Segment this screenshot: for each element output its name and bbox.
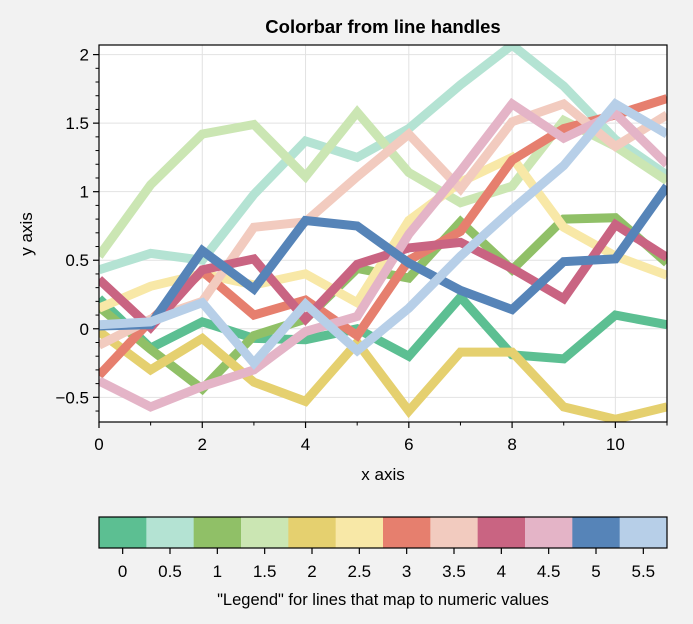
series-lines — [99, 45, 667, 422]
plot-frame — [98, 44, 668, 423]
series-line — [99, 97, 667, 412]
y-tick-label: 1 — [80, 183, 89, 202]
colorbar: 0 0.5 1 1.5 2 2.5 3 3.5 4 4.5 5 5.5 — [98, 516, 668, 581]
colorbar-tick-label: 0 — [118, 562, 127, 581]
colorbar-tick-label: 4.5 — [537, 562, 561, 581]
series-line — [99, 218, 667, 334]
colorbar-swatch — [146, 517, 195, 548]
colorbar-swatch — [288, 517, 337, 548]
x-tick-label: 2 — [198, 435, 207, 454]
series-line — [99, 290, 667, 364]
colorbar-swatch — [241, 517, 289, 548]
colorbar-tick-label: 3 — [402, 562, 411, 581]
x-tick-label: 8 — [507, 435, 516, 454]
colorbar-frame — [98, 516, 668, 549]
colorbar-tick-label: 5.5 — [632, 562, 656, 581]
colorbar-tick-label: 2 — [307, 562, 316, 581]
series-line — [99, 327, 667, 422]
y-axis-label: y axis — [17, 212, 36, 255]
colorbar-tick-label: 5 — [591, 562, 600, 581]
x-tick-label: 6 — [404, 435, 413, 454]
x-axis-label: x axis — [361, 465, 404, 484]
colorbar-swatch — [193, 517, 242, 548]
series-line — [99, 183, 667, 331]
x-tick-label: 0 — [94, 435, 103, 454]
y-tick-label: 2 — [80, 46, 89, 65]
colorbar-swatch — [430, 517, 479, 548]
x-tick-label: 10 — [606, 435, 625, 454]
colorbar-swatch — [477, 517, 526, 548]
axes: 0 2 4 6 8 10 −0.5 0 0.5 1 1.5 2 — [55, 46, 668, 454]
colorbar-tick-label: 1.5 — [253, 562, 277, 581]
colorbar-swatch — [619, 517, 668, 548]
y-tick-label: 0.5 — [65, 251, 89, 270]
x-tick-label: 4 — [301, 435, 310, 454]
colorbar-swatch — [572, 517, 621, 548]
colorbar-label: "Legend" for lines that map to numeric v… — [217, 591, 549, 609]
colorbar-tick-label: 0.5 — [158, 562, 182, 581]
chart-title: Colorbar from line handles — [265, 16, 500, 37]
colorbar-swatch — [99, 517, 147, 548]
colorbar-swatch — [525, 517, 573, 548]
colorbar-swatch — [335, 517, 384, 548]
colorbar-tick-label: 3.5 — [442, 562, 466, 581]
y-tick-label: 1.5 — [65, 114, 89, 133]
y-tick-label: 0 — [80, 320, 89, 339]
y-tick-label: −0.5 — [55, 388, 89, 407]
colorbar-tick-label: 4 — [497, 562, 506, 581]
colorbar-tick-label: 1 — [213, 562, 222, 581]
colorbar-tick-label: 2.5 — [348, 562, 372, 581]
colorbar-swatch — [383, 517, 431, 548]
series-line — [99, 98, 667, 370]
